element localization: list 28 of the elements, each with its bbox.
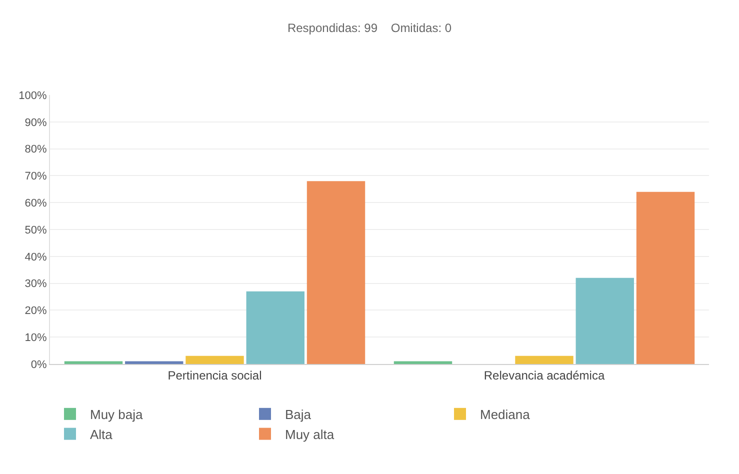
y-tick-label: 50% — [24, 224, 48, 236]
legend-label: Muy baja — [90, 406, 144, 422]
legend-label: Alta — [90, 426, 114, 442]
y-tick-label: 100% — [18, 90, 48, 102]
bar — [576, 278, 634, 364]
y-tick-label: 30% — [24, 278, 48, 290]
bar — [246, 291, 304, 364]
bar — [306, 181, 366, 364]
y-tick-label: 20% — [24, 305, 48, 318]
bar — [186, 356, 244, 364]
bar — [394, 361, 452, 364]
y-tick-label: 10% — [24, 332, 48, 344]
y-tick-label: 80% — [24, 144, 48, 156]
x-tick-label: Pertinencia social — [168, 368, 262, 382]
bar — [64, 361, 123, 364]
y-tick-label: 40% — [24, 251, 48, 264]
y-tick-label: 0% — [30, 358, 48, 371]
x-tick-label: Relevancia académica — [484, 368, 605, 382]
bar — [125, 361, 184, 364]
legend-label: Baja — [285, 406, 312, 422]
legend-label: Mediana — [480, 406, 531, 422]
y-tick-label: 70% — [24, 170, 48, 183]
bar — [636, 192, 695, 364]
y-tick-label: 60% — [24, 197, 48, 210]
legend-label: Muy alta — [285, 426, 335, 442]
chart-title: Respondidas: 99 Omitidas: 0 — [287, 21, 452, 36]
y-tick-label: 90% — [24, 116, 48, 129]
bar — [515, 356, 574, 364]
